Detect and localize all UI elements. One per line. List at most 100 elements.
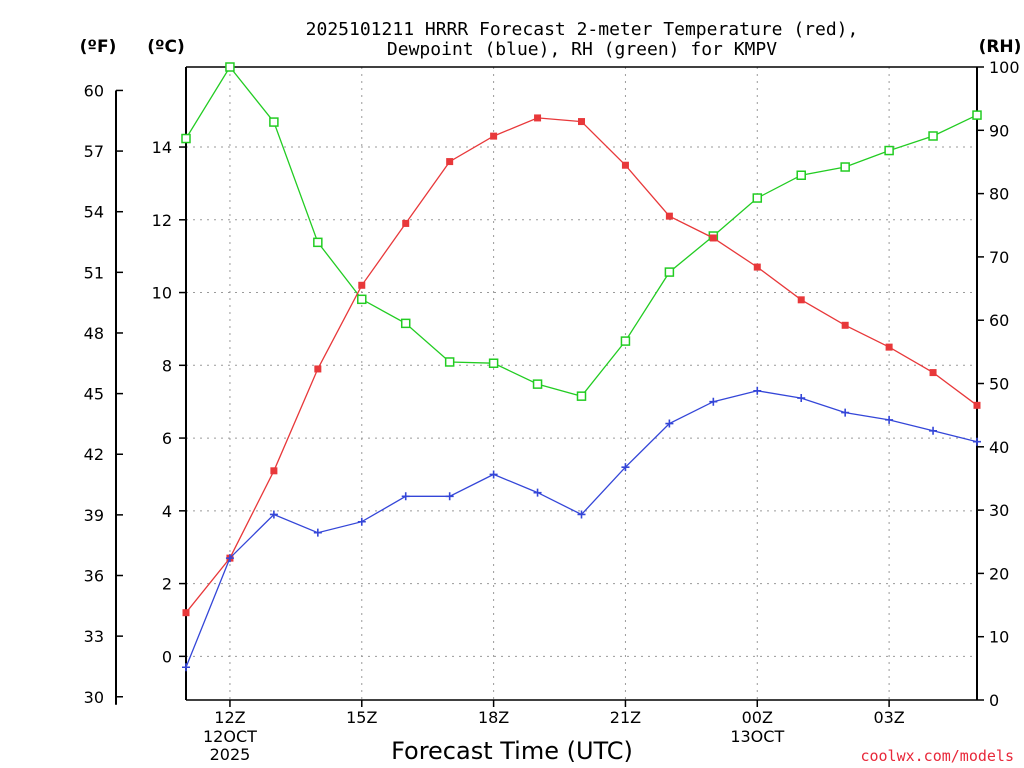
x-tick-label: 00Z xyxy=(742,708,773,727)
rh-point xyxy=(357,294,367,305)
dewpoint-point xyxy=(753,386,762,395)
dewpoint-point xyxy=(401,492,410,501)
rh-tick-label: 20 xyxy=(989,564,1009,583)
celsius-unit-label: (ºC) xyxy=(147,37,185,57)
fahrenheit-tick-label: 60 xyxy=(84,81,104,100)
series-dewpoint xyxy=(182,386,981,672)
rh-tick-label: 60 xyxy=(989,311,1009,330)
2-meter-temperature-point xyxy=(314,365,322,373)
rh-point xyxy=(400,318,411,329)
rh-tick-label: 90 xyxy=(989,121,1009,140)
x-axis-label: Forecast Time (UTC) xyxy=(391,737,633,765)
rh-tick-label: 80 xyxy=(989,185,1009,204)
rh-point xyxy=(532,379,543,389)
2-meter-temperature-point xyxy=(490,132,498,140)
fahrenheit-tick-label: 30 xyxy=(84,688,104,707)
rh-tick-label: 0 xyxy=(989,691,999,710)
rh-point xyxy=(225,62,235,72)
dewpoint-point xyxy=(489,470,498,479)
2-meter-temperature-point xyxy=(885,343,893,351)
chart-title-line2: Dewpoint (blue), RH (green) for KMPV xyxy=(387,39,777,60)
x-tick-date: 12OCT xyxy=(203,727,257,746)
2-meter-temperature-point xyxy=(929,369,937,377)
rh-point xyxy=(313,237,323,248)
celsius-tick-label: 10 xyxy=(152,284,172,303)
celsius-tick-label: 8 xyxy=(162,356,172,375)
celsius-tick-label: 4 xyxy=(162,502,172,521)
rh-point xyxy=(796,170,806,180)
fahrenheit-tick-label: 48 xyxy=(84,324,104,343)
rh-point xyxy=(840,162,850,172)
dewpoint-point xyxy=(621,463,630,472)
2-meter-temperature-point xyxy=(665,212,673,220)
dewpoint-line xyxy=(185,390,978,668)
2-meter-temperature-point xyxy=(270,467,278,475)
x-tick-date: 13OCT xyxy=(730,727,784,746)
grid-lines xyxy=(186,67,977,700)
dewpoint-point xyxy=(709,397,718,406)
dewpoint-point xyxy=(182,663,190,672)
dewpoint-point xyxy=(973,437,981,446)
fahrenheit-tick-label: 39 xyxy=(84,506,104,525)
dewpoint-point xyxy=(225,554,234,563)
2-meter-temperature-point xyxy=(753,263,761,271)
rh-point xyxy=(664,267,675,277)
axes xyxy=(115,66,978,705)
2-meter-temperature-point xyxy=(578,118,585,126)
rh-unit-label: (RH) xyxy=(979,37,1022,57)
x-tick-label: 03Z xyxy=(873,708,904,727)
credit-text: coolwx.com/models xyxy=(860,747,1014,765)
fahrenheit-tick-label: 54 xyxy=(84,203,104,222)
x-tick-label: 15Z xyxy=(346,708,377,727)
dewpoint-point xyxy=(357,517,366,526)
fahrenheit-unit-label: (ºF) xyxy=(80,37,117,57)
rh-tick-label: 40 xyxy=(989,438,1009,457)
rh-line xyxy=(185,65,978,397)
dewpoint-point xyxy=(533,488,542,497)
rh-tick-label: 50 xyxy=(989,375,1009,394)
x-tick-label: 12Z xyxy=(214,708,245,727)
dewpoint-point xyxy=(885,415,894,424)
dewpoint-point xyxy=(929,426,938,435)
rh-point xyxy=(488,358,499,368)
fahrenheit-tick-label: 45 xyxy=(84,385,104,404)
series-rh xyxy=(181,62,982,401)
rh-tick-label: 10 xyxy=(989,628,1009,647)
dewpoint-point xyxy=(577,510,586,519)
rh-point xyxy=(269,117,279,127)
celsius-tick-label: 2 xyxy=(162,575,172,594)
fahrenheit-axis: 30 33 36 39 42 45 48 51 54 57 60 xyxy=(84,81,123,707)
dewpoint-point xyxy=(665,419,674,428)
fahrenheit-tick-label: 42 xyxy=(84,445,104,464)
2-meter-temperature-point xyxy=(797,296,805,304)
rh-point xyxy=(576,391,587,401)
celsius-tick-label: 12 xyxy=(152,211,172,230)
series-layer xyxy=(181,62,982,672)
rh-tick-label: 100 xyxy=(989,58,1020,77)
chart-title-line1: 2025101211 HRRR Forecast 2-meter Tempera… xyxy=(306,19,859,40)
x-tick-year: 2025 xyxy=(210,745,251,764)
rh-point xyxy=(928,131,938,141)
rh-point xyxy=(884,145,894,156)
x-tick-label: 18Z xyxy=(478,708,509,727)
2-meter-temperature-point xyxy=(182,609,190,617)
fahrenheit-tick-label: 51 xyxy=(84,263,104,282)
x-tick-label: 21Z xyxy=(610,708,641,727)
rh-tick-label: 30 xyxy=(989,501,1009,520)
2-meter-temperature-point xyxy=(402,219,410,227)
rh-axis: 0 10 20 30 40 50 60 70 80 90 100 xyxy=(977,58,1020,710)
2-meter-temperature-point xyxy=(841,321,849,329)
celsius-tick-label: 0 xyxy=(162,647,172,666)
rh-point xyxy=(972,110,982,120)
dewpoint-point xyxy=(269,510,278,519)
rh-point xyxy=(181,133,191,144)
dewpoint-point xyxy=(797,394,806,403)
2-meter-temperature-point xyxy=(446,158,454,166)
fahrenheit-tick-label: 57 xyxy=(84,142,104,161)
2-meter-temperature-point xyxy=(358,281,366,289)
2-meter-temperature-point xyxy=(621,161,629,169)
rh-point xyxy=(752,193,763,203)
celsius-tick-label: 14 xyxy=(152,138,172,157)
